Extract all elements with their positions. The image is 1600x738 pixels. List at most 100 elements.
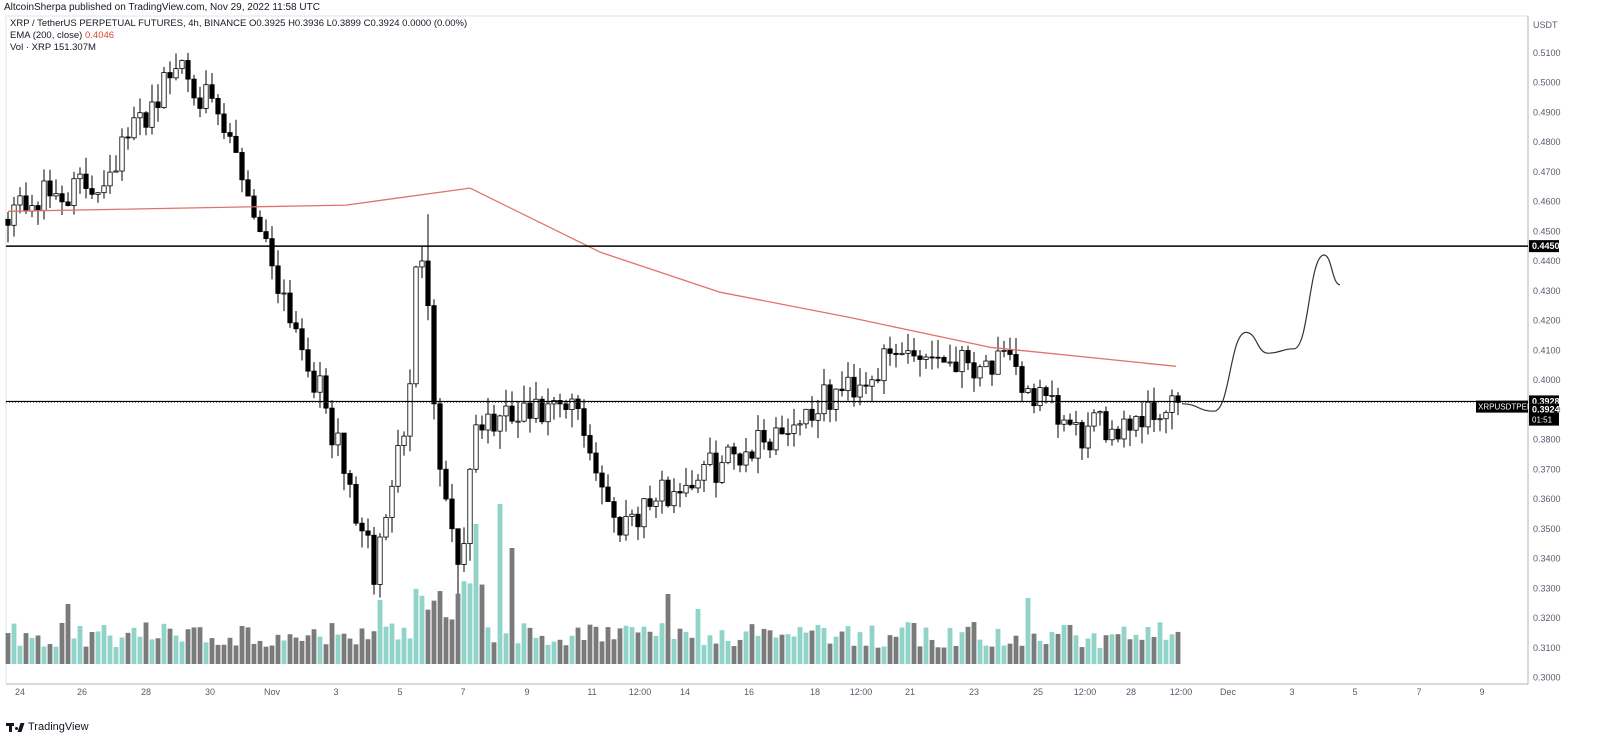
volume-bar [311,629,317,664]
candle-body [911,350,917,357]
volume-bar [281,640,287,664]
volume-bar [875,647,881,664]
candle-body [731,446,737,455]
volume-bar [779,634,785,664]
candle-body [77,173,83,180]
volume-bar [221,644,227,664]
volume-bar [1151,636,1157,664]
candle-body [797,423,803,426]
volume-bar [923,627,929,664]
symbol-tag [1476,400,1528,413]
x-tick-label: 12:00 [1170,687,1193,697]
candle-body [479,424,485,431]
volume-bar [131,627,137,664]
volume-bar [1115,634,1121,664]
volume-bar [515,643,521,664]
candle-body [611,501,617,518]
volume-bar [485,627,491,664]
y-tick-label: 0.3700 [1533,464,1561,474]
volume-bar [101,625,107,664]
volume-bar [299,640,305,664]
level-price-label: 0.3928 [1532,396,1560,406]
candle-body [437,403,443,470]
candle-body [485,413,491,431]
candle-body [497,415,503,432]
volume-bar [83,646,89,664]
x-tick-label: 24 [15,687,25,697]
volume-bar [449,619,455,664]
candle-body [323,375,329,409]
x-tick-label: 3 [333,687,338,697]
volume-bar [53,646,59,664]
level-price-label: 0.4450 [1532,241,1560,251]
candle-body [557,400,563,405]
x-tick-label: 26 [77,687,87,697]
symbol-line: XRP / TetherUS PERPETUAL FUTURES, 4h, BI… [10,18,468,29]
volume-bar [401,627,407,664]
candle-body [863,384,869,387]
candle-body [449,498,455,530]
y-tick-labels: 0.5100 0.5000 0.4900 0.4800 0.4700 0.4600 0.45… [1533,48,1561,683]
candle-body [1079,422,1085,449]
candle-body [329,407,335,446]
volume-bar [935,647,941,664]
candle-body [623,515,629,536]
candle-body [293,322,299,330]
candle-body [827,384,833,410]
volume-bar [263,646,269,664]
volume-bar [671,638,677,664]
y-tick-label: 0.3100 [1533,643,1561,653]
candle-body [701,464,707,481]
volume-bar [539,635,545,664]
volume-bar [833,636,839,664]
volume-bar [695,609,701,664]
candle-body [53,193,59,197]
volume-bar [329,623,335,664]
volume-bar [929,639,935,664]
candle-body [527,402,533,419]
volume-bar [383,626,389,664]
candle-body [533,398,539,419]
candle-body [647,498,653,507]
volume-bar [731,646,737,664]
symbol-tag-label: XRPUSDTPERP [1478,403,1538,412]
candle-body [761,429,767,443]
candle-body [857,384,863,398]
volume-bar [701,645,707,664]
volume-bar [1013,635,1019,664]
candle-body [959,350,965,373]
volume-bar [989,646,995,664]
volume-bar [545,644,551,664]
candle-body [65,201,71,207]
volume-bar [161,623,167,664]
candle-body [983,360,989,368]
candle-body [401,435,407,446]
candle-body [1103,411,1109,441]
candle-body [881,348,887,382]
candle-body [1085,425,1091,449]
candle-body [593,452,599,474]
y-tick-label: 0.4000 [1533,375,1561,385]
candle-body [971,362,977,379]
candle-body [473,424,479,470]
candle-body [425,260,431,307]
volume-bar [5,633,11,664]
tradingview-logo-icon [6,721,25,733]
candle-body [845,376,851,392]
volume-bar [479,584,485,664]
candle-body [371,534,377,585]
volume-bar [431,600,437,664]
volume-bar [995,628,1001,664]
candle-body [59,193,65,203]
tradingview-footer[interactable]: TradingView [6,718,89,736]
volume-bar [947,627,953,664]
volume-bar [1037,640,1043,664]
candle-body [299,328,305,351]
y-tick-label: 0.3400 [1533,554,1561,564]
candle-body [179,60,185,70]
candle-body [287,292,293,324]
candle-body [305,349,311,372]
countdown-label: 01:51 [1532,416,1553,425]
volume-bar [797,626,803,664]
